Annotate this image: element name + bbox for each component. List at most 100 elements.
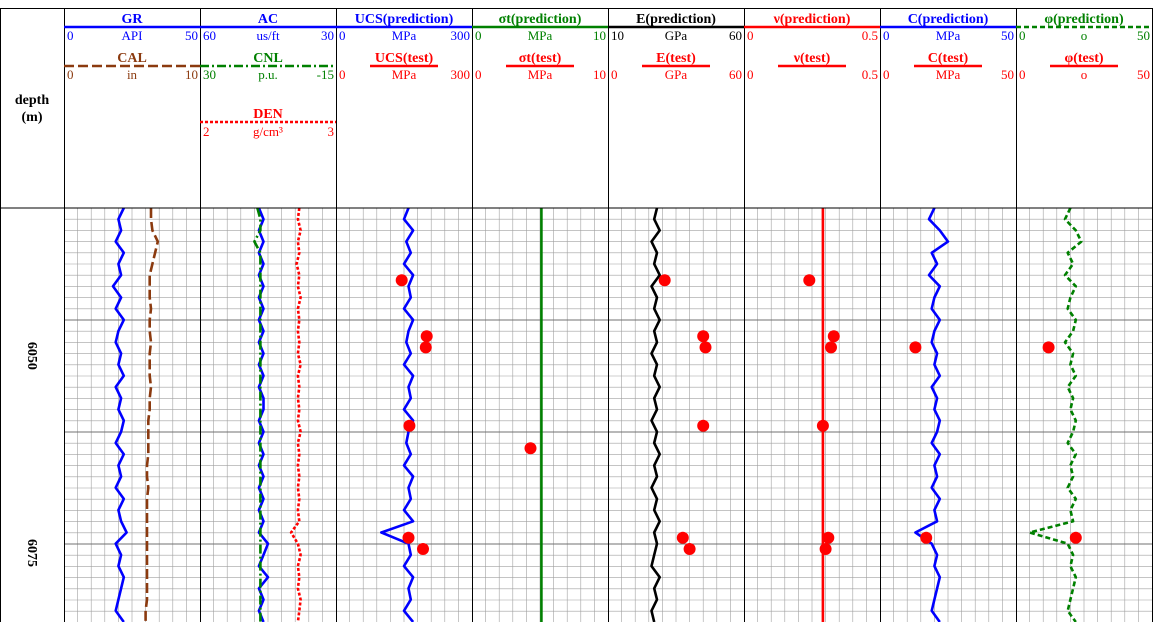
curve-line [650, 207, 662, 622]
test-point [697, 330, 710, 343]
scale-max: 3 [328, 124, 335, 139]
scale-unit: g/cm³ [253, 124, 283, 139]
scale-unit: in [127, 67, 138, 82]
curve-name: φ(test) [1064, 51, 1103, 66]
scale-unit: MPa [936, 28, 961, 43]
scale-max: 0.5 [862, 67, 878, 82]
scale-unit: API [122, 28, 143, 43]
scale-min: 2 [203, 124, 210, 139]
curve-name: GR [122, 12, 144, 27]
scale-max: 10 [593, 28, 606, 43]
curve-line [144, 208, 160, 622]
depth-unit: (m) [22, 110, 43, 125]
curve-name: AC [258, 12, 278, 27]
curve-name: E(test) [656, 51, 696, 66]
scale-min: 60 [203, 28, 216, 43]
test-point [699, 341, 712, 354]
test-point [816, 419, 829, 432]
test-point [395, 274, 408, 287]
scale-unit: MPa [528, 67, 553, 82]
scale-max: 30 [321, 28, 334, 43]
curve-name: σt(test) [519, 51, 562, 66]
curve-name: DEN [253, 107, 283, 122]
scale-min: 0 [883, 28, 890, 43]
scale-min: 0 [747, 28, 754, 43]
scale-min: 0 [611, 67, 618, 82]
test-point [417, 543, 429, 555]
scale-min: 0 [339, 67, 346, 82]
curve-name: φ(prediction) [1044, 12, 1124, 27]
scale-min: 0 [1019, 67, 1026, 82]
curve-name: CAL [117, 51, 147, 66]
scale-max: 0.5 [862, 28, 878, 43]
test-point [683, 543, 696, 555]
curve-line [379, 207, 415, 622]
test-point [825, 341, 837, 354]
log-curves [111, 207, 1083, 622]
test-point [419, 341, 432, 354]
scale-min: 10 [611, 28, 624, 43]
depth-tick-label: 6050 [24, 342, 39, 370]
test-point [524, 442, 537, 455]
outer-frame [0, 8, 1153, 622]
scale-max: 300 [451, 67, 471, 82]
scale-max: 300 [451, 28, 471, 43]
scale-max: -15 [317, 67, 334, 82]
scale-min: 0 [475, 67, 482, 82]
test-point [827, 330, 840, 343]
depth-label: depth [15, 93, 49, 108]
test-point [819, 543, 832, 555]
test-point [920, 531, 933, 544]
log-frame [0, 8, 1153, 622]
depth-tick-label: 6075 [24, 539, 39, 567]
test-point [1069, 531, 1082, 544]
test-point [676, 531, 689, 544]
test-point [803, 274, 816, 287]
scale-max: 60 [729, 67, 742, 82]
curve-line [111, 207, 128, 622]
scale-max: 10 [185, 67, 198, 82]
curve-name: ν(prediction) [773, 12, 851, 27]
curve-name: CNL [253, 51, 283, 66]
test-point [822, 531, 835, 544]
curve-name: σt(prediction) [499, 12, 582, 27]
depth-track: depth (m) 6050 6075 [15, 93, 49, 567]
test-point [909, 341, 922, 354]
scale-unit: p.u. [258, 67, 278, 82]
scale-min: 0 [747, 67, 754, 82]
scale-min: 0 [1019, 28, 1026, 43]
curve-line [253, 207, 262, 622]
scale-min: 0 [67, 67, 74, 82]
scale-max: 50 [1001, 67, 1014, 82]
curve-name: C(prediction) [908, 12, 989, 27]
curve-line [289, 207, 302, 622]
scale-unit: MPa [392, 67, 417, 82]
test-point [1042, 341, 1055, 354]
scale-max: 50 [1137, 28, 1150, 43]
curve-name: ν(test) [793, 51, 831, 66]
scale-unit: MPa [528, 28, 553, 43]
scale-min: 30 [203, 67, 216, 82]
scale-max: 50 [1137, 67, 1150, 82]
scale-unit: o [1081, 28, 1088, 43]
scale-min: 0 [67, 28, 74, 43]
scale-max: 50 [185, 28, 198, 43]
scale-unit: us/ft [256, 28, 280, 43]
test-point [697, 419, 710, 432]
scale-max: 60 [729, 28, 742, 43]
scale-min: 0 [339, 28, 346, 43]
scale-max: 10 [593, 67, 606, 82]
log-grid [64, 208, 1152, 622]
scale-unit: o [1081, 67, 1088, 82]
test-point [403, 419, 416, 432]
curve-name: E(prediction) [636, 12, 716, 27]
curve-line [914, 207, 950, 622]
curve-line [1028, 207, 1083, 622]
scale-unit: MPa [392, 28, 417, 43]
curve-name: UCS(test) [375, 51, 434, 66]
scale-max: 50 [1001, 28, 1014, 43]
test-point [420, 330, 433, 343]
scale-min: 0 [883, 67, 890, 82]
